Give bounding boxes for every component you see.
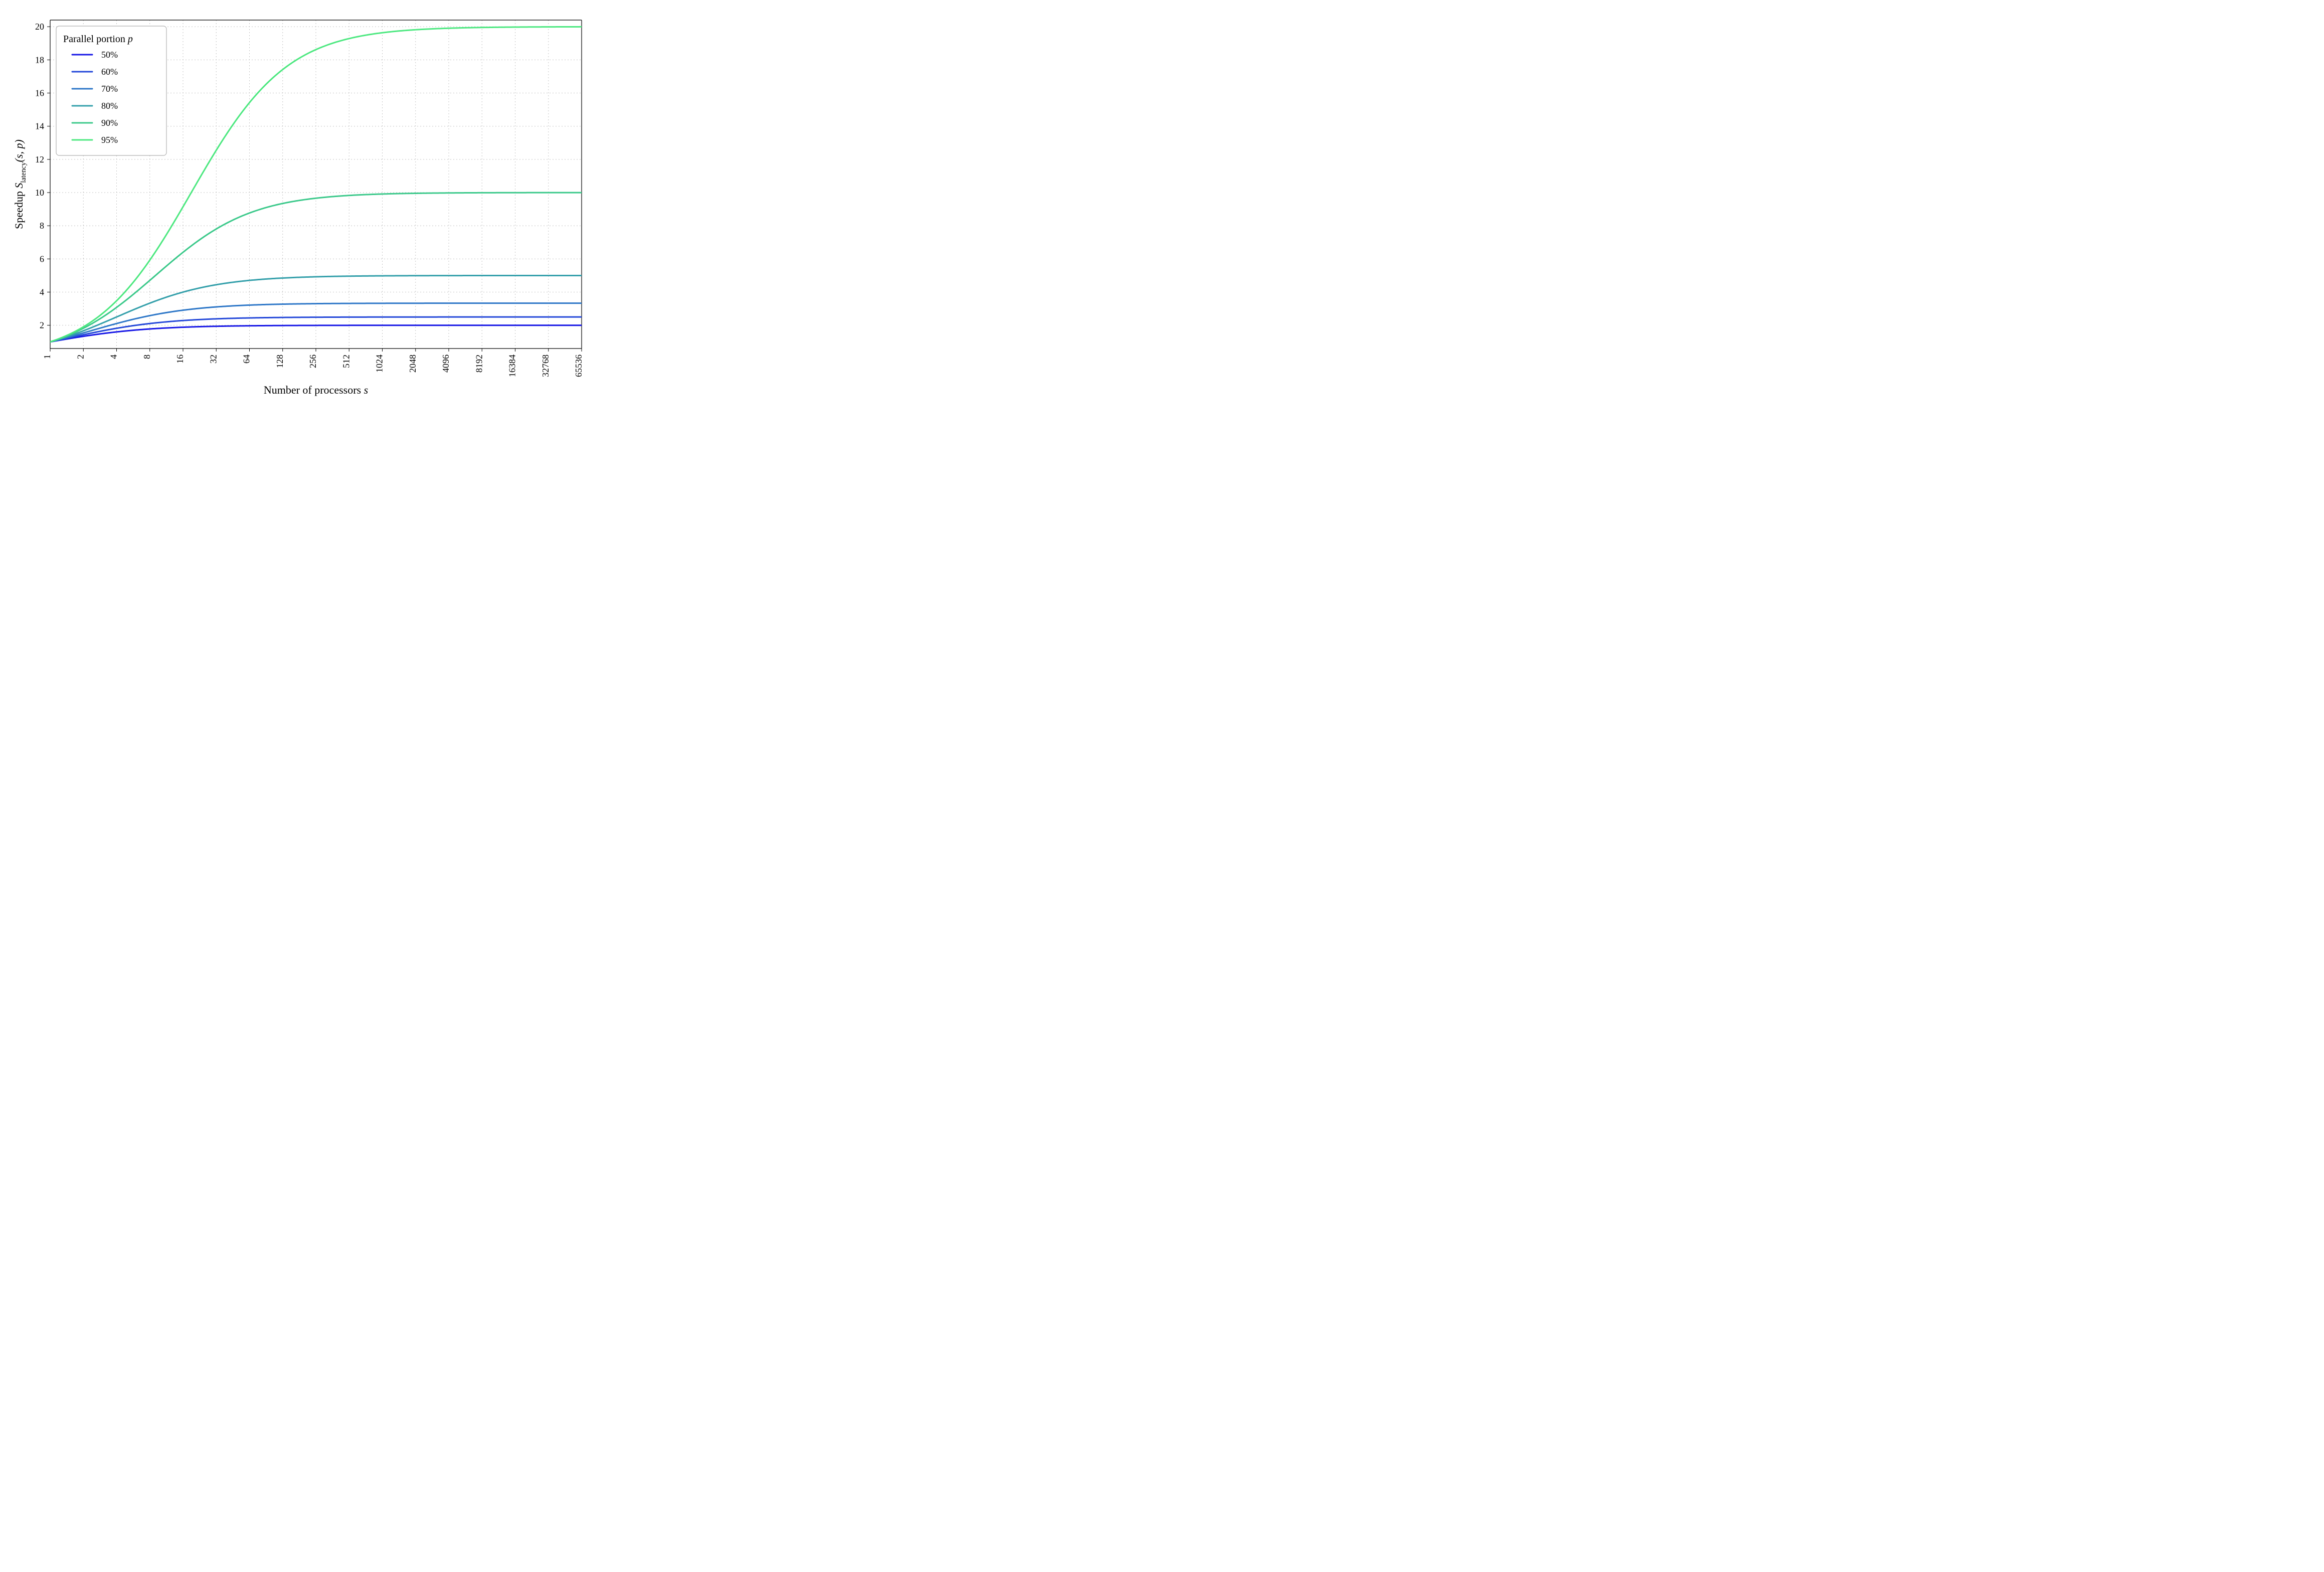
x-tick-label: 1024 (375, 355, 385, 373)
x-tick-label: 4096 (441, 355, 451, 373)
x-axis-label: Number of processors s (264, 384, 368, 396)
x-tick-label: 16 (175, 355, 185, 364)
legend: Parallel portion p 50% 60% 70% 80% 90% 95% (56, 26, 166, 155)
x-tick-label: 256 (308, 355, 318, 368)
x-tick-label: 32 (208, 355, 218, 364)
x-tick-label: 512 (341, 355, 351, 368)
chart-svg: 1248163264128256512102420484096819216384… (10, 10, 592, 404)
x-tick-label: 128 (275, 355, 285, 368)
legend-title: Parallel portion p (63, 34, 133, 45)
legend-label: 50% (101, 50, 118, 60)
y-tick-label: 12 (35, 154, 44, 164)
legend-label: 60% (101, 67, 118, 77)
y-tick-label: 14 (35, 121, 44, 131)
x-tick-label: 32768 (541, 355, 551, 377)
y-tick-label: 18 (35, 55, 44, 65)
y-tick-label: 8 (40, 221, 44, 231)
x-tick-label: 4 (109, 355, 119, 359)
legend-label: 70% (101, 84, 118, 94)
y-tick-label: 2 (40, 320, 44, 330)
x-tick-label: 2048 (408, 355, 418, 373)
legend-label: 90% (101, 118, 118, 128)
x-tick-label: 64 (242, 355, 252, 364)
amdahl-chart: 1248163264128256512102420484096819216384… (10, 10, 2314, 406)
y-tick-label: 16 (35, 88, 44, 98)
y-tick-label: 6 (40, 254, 44, 264)
y-axis-label: Speedup Slatency(s, p) (13, 139, 28, 229)
y-tick-label: 10 (35, 188, 44, 198)
x-tick-label: 65536 (574, 355, 584, 377)
y-tick-label: 20 (35, 22, 44, 32)
y-tick-label: 4 (40, 287, 44, 297)
legend-label: 80% (101, 101, 118, 111)
legend-label: 95% (101, 135, 118, 145)
x-tick-label: 8192 (474, 355, 484, 373)
x-tick-label: 16384 (507, 355, 517, 377)
x-tick-label: 1 (42, 355, 52, 359)
x-tick-label: 8 (142, 355, 152, 359)
x-tick-label: 2 (75, 355, 85, 359)
